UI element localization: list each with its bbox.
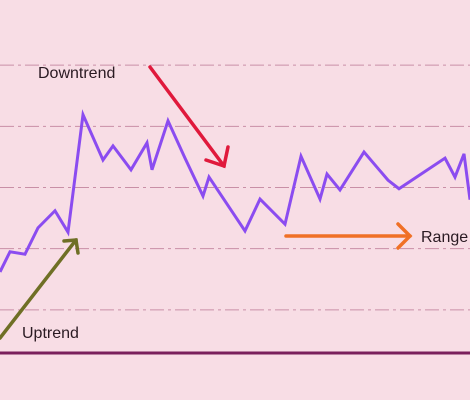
downtrend-arrow [148,65,230,169]
plot [0,109,470,273]
annotation: Downtrend [38,65,115,82]
annotation: Uptrend [22,325,79,342]
price-line [0,109,470,273]
range-arrow [284,222,413,250]
uptrend-arrow [0,238,80,340]
annotation: Range [421,229,468,246]
